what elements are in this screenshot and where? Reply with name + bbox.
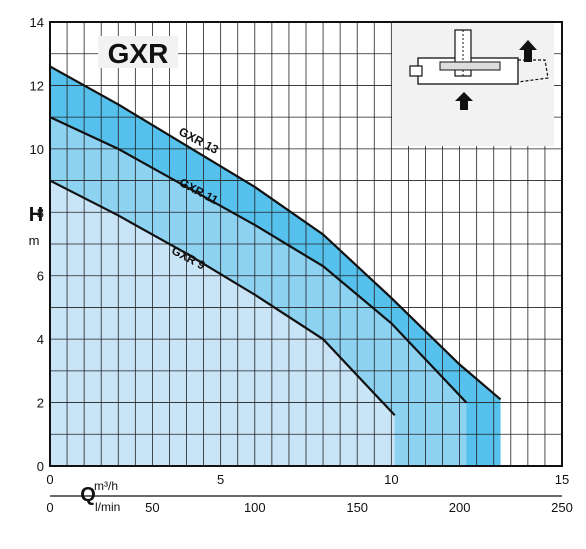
x-tick-label: 10	[384, 472, 398, 487]
y-axis-unit: m	[29, 233, 40, 248]
y-tick-label: 12	[30, 78, 44, 93]
y-tick-label: 10	[30, 142, 44, 157]
x2-tick-label: 0	[46, 500, 53, 515]
x2-tick-label: 150	[346, 500, 368, 515]
curve-gxr-11	[49, 116, 468, 404]
x-tick-label: 5	[217, 472, 224, 487]
y-tick-label: 4	[37, 332, 44, 347]
y-tick-label: 14	[30, 15, 44, 30]
y-tick-label: 6	[37, 269, 44, 284]
y-tick-label: 0	[37, 459, 44, 474]
curve-gxr-9	[49, 179, 396, 417]
y-tick-label: 8	[37, 205, 44, 220]
x-axis-label: Q	[80, 484, 96, 506]
x2-tick-label: 50	[145, 500, 159, 515]
x2-tick-label: 200	[449, 500, 471, 515]
x-axis-unit-primary: m³/h	[94, 479, 118, 493]
flow-arrow-inlet-icon	[455, 92, 473, 110]
curve-fill-areas	[50, 66, 501, 467]
curve-gxr-13	[49, 65, 502, 401]
flow-arrow-outlet-icon	[519, 40, 537, 62]
x2-tick-label: 100	[244, 500, 266, 515]
x2-tick-label: 250	[551, 500, 573, 515]
x-axis-unit-secondary: l/min	[95, 500, 120, 514]
plot-frame	[49, 21, 563, 467]
chart-title-text: GXR	[108, 38, 169, 69]
curves	[49, 65, 502, 417]
pump-schematic	[392, 20, 554, 146]
y-tick-label: 2	[37, 396, 44, 411]
x-tick-label: 0	[46, 472, 53, 487]
x-tick-label: 15	[555, 472, 569, 487]
chart-title: GXR	[98, 36, 178, 69]
x-tick-labels: 0 5 10 150 50 100 150 200 250	[46, 472, 572, 515]
area-gxr-9	[50, 180, 395, 467]
y-tick-labels: 0 2 4 6 8 10 12 14	[30, 15, 44, 474]
y-axis-label: H	[29, 204, 43, 226]
